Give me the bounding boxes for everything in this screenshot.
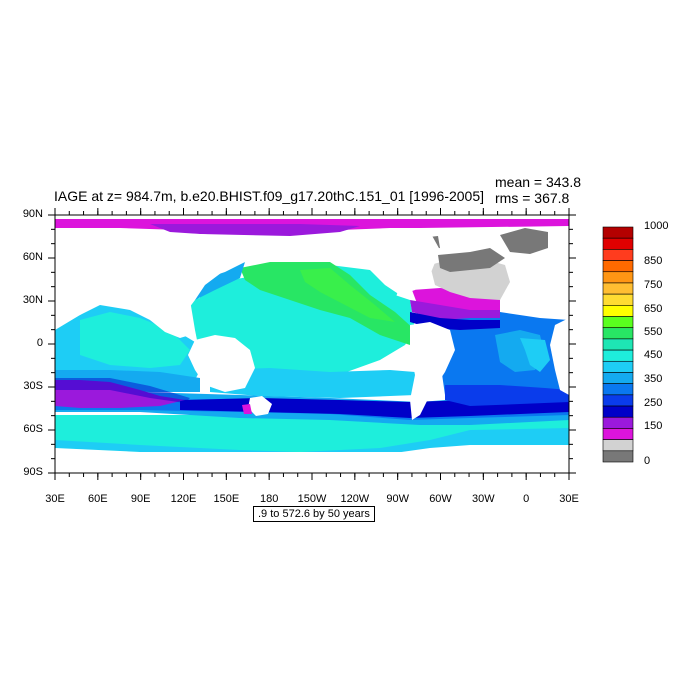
colorbar-label: 750 — [644, 279, 663, 291]
colorbar-swatch — [602, 439, 634, 452]
lat-tick-label: 30S — [23, 380, 43, 392]
pacific-south-cyan — [210, 368, 415, 398]
longitude-tick-marks — [54, 208, 570, 480]
lon-tick-label: 120W — [340, 493, 370, 505]
colorbar-swatch — [602, 327, 634, 340]
colorbar-label: 450 — [644, 349, 663, 361]
colorbar-swatch — [602, 293, 634, 306]
lon-tick-label: 180 — [259, 493, 279, 505]
arctic-dark-gray — [438, 248, 505, 272]
colorbar-label: 1000 — [644, 220, 669, 232]
pacific-north-blue-edge — [195, 262, 245, 300]
colorbar-swatch — [602, 282, 634, 295]
colorbar-swatch — [602, 338, 634, 351]
lon-tick-label: 30W — [472, 493, 495, 505]
lat-tick-label: 60S — [23, 423, 43, 435]
colorbar-label: 350 — [644, 373, 663, 385]
colorbar-swatch — [602, 249, 634, 261]
colorbar-swatch — [602, 360, 634, 373]
colorbar-label: 0 — [644, 455, 651, 467]
africa-land — [550, 318, 569, 395]
lon-tick-label: 120E — [170, 493, 197, 505]
ocean-field — [55, 219, 569, 473]
indian-ocean-light-cyan — [80, 312, 190, 368]
lon-tick-label: 150W — [297, 493, 327, 505]
indian-ocean-purple-rim — [55, 378, 190, 403]
colorbar-swatch — [602, 349, 634, 362]
colorbar-label: 650 — [644, 303, 663, 315]
colorbar-swatch — [602, 316, 634, 329]
lon-tick-label: 60W — [429, 493, 452, 505]
indian-ocean-purple-pool — [55, 380, 185, 408]
antarctica-land — [55, 452, 569, 473]
colorbar-label: 250 — [644, 397, 663, 409]
colorbar-swatch — [602, 383, 634, 396]
colorbar-swatch — [602, 394, 634, 407]
colorbar-swatch — [602, 226, 634, 239]
atlantic-north-purple — [410, 300, 500, 320]
lat-tick-label: 90N — [22, 208, 43, 220]
colorbar-label: 550 — [644, 326, 663, 338]
stat-mean: mean = 343.8 — [495, 174, 582, 190]
lon-tick-label: 90E — [130, 493, 151, 505]
americas-north-land — [325, 232, 440, 295]
greenland-sea-gray — [500, 228, 548, 254]
arctic-purple-strip — [150, 224, 360, 236]
colorbar-swatch — [602, 372, 634, 384]
lon-tick-label: 150E — [213, 493, 240, 505]
stat-rms: rms = 367.8 — [495, 190, 570, 206]
lon-tick-label: 90W — [386, 493, 409, 505]
lon-tick-label: 60E — [88, 493, 108, 505]
colorbar-swatch — [602, 405, 634, 418]
maritime-continent-land — [150, 318, 190, 338]
pacific-green-plume — [240, 262, 415, 345]
lat-tick-label: 30N — [22, 294, 43, 306]
europe-land — [508, 288, 569, 318]
lon-tick-label: 30E — [45, 493, 65, 505]
lon-tick-label: 0 — [523, 493, 530, 505]
lat-tick-label: 90S — [23, 466, 43, 478]
antarctica-coast — [55, 445, 569, 458]
atlantic-east-cyan — [520, 338, 550, 372]
south-america-land — [410, 322, 455, 420]
ross-sea-magenta — [242, 404, 252, 414]
new-zealand-land — [248, 396, 272, 416]
colorbar — [602, 226, 634, 463]
latitude-tick-marks — [48, 214, 576, 474]
lat-tick-label: 60N — [22, 251, 43, 263]
contour-interval-note: .9 to 572.6 by 50 years — [253, 506, 375, 522]
colorbar-swatch — [602, 271, 634, 284]
colorbar-label: 850 — [644, 255, 663, 267]
australia-land — [188, 335, 255, 392]
colorbar-swatch — [602, 305, 634, 317]
atlantic-south-deep-blue — [445, 385, 569, 406]
colorbar-swatch — [602, 237, 634, 250]
colorbar-swatch — [602, 450, 634, 463]
lon-tick-label: 30E — [559, 493, 579, 505]
lat-tick-label: 0 — [36, 337, 43, 349]
colorbar-swatch — [602, 428, 634, 440]
colorbar-swatch — [602, 416, 634, 429]
colorbar-swatch — [602, 260, 634, 273]
map-title: IAGE at z= 984.7m, b.e20.BHIST.f09_g17.2… — [54, 188, 485, 204]
pacific-dark-green — [300, 268, 395, 322]
colorbar-label: 150 — [644, 420, 663, 432]
eurasia-land — [55, 232, 290, 320]
